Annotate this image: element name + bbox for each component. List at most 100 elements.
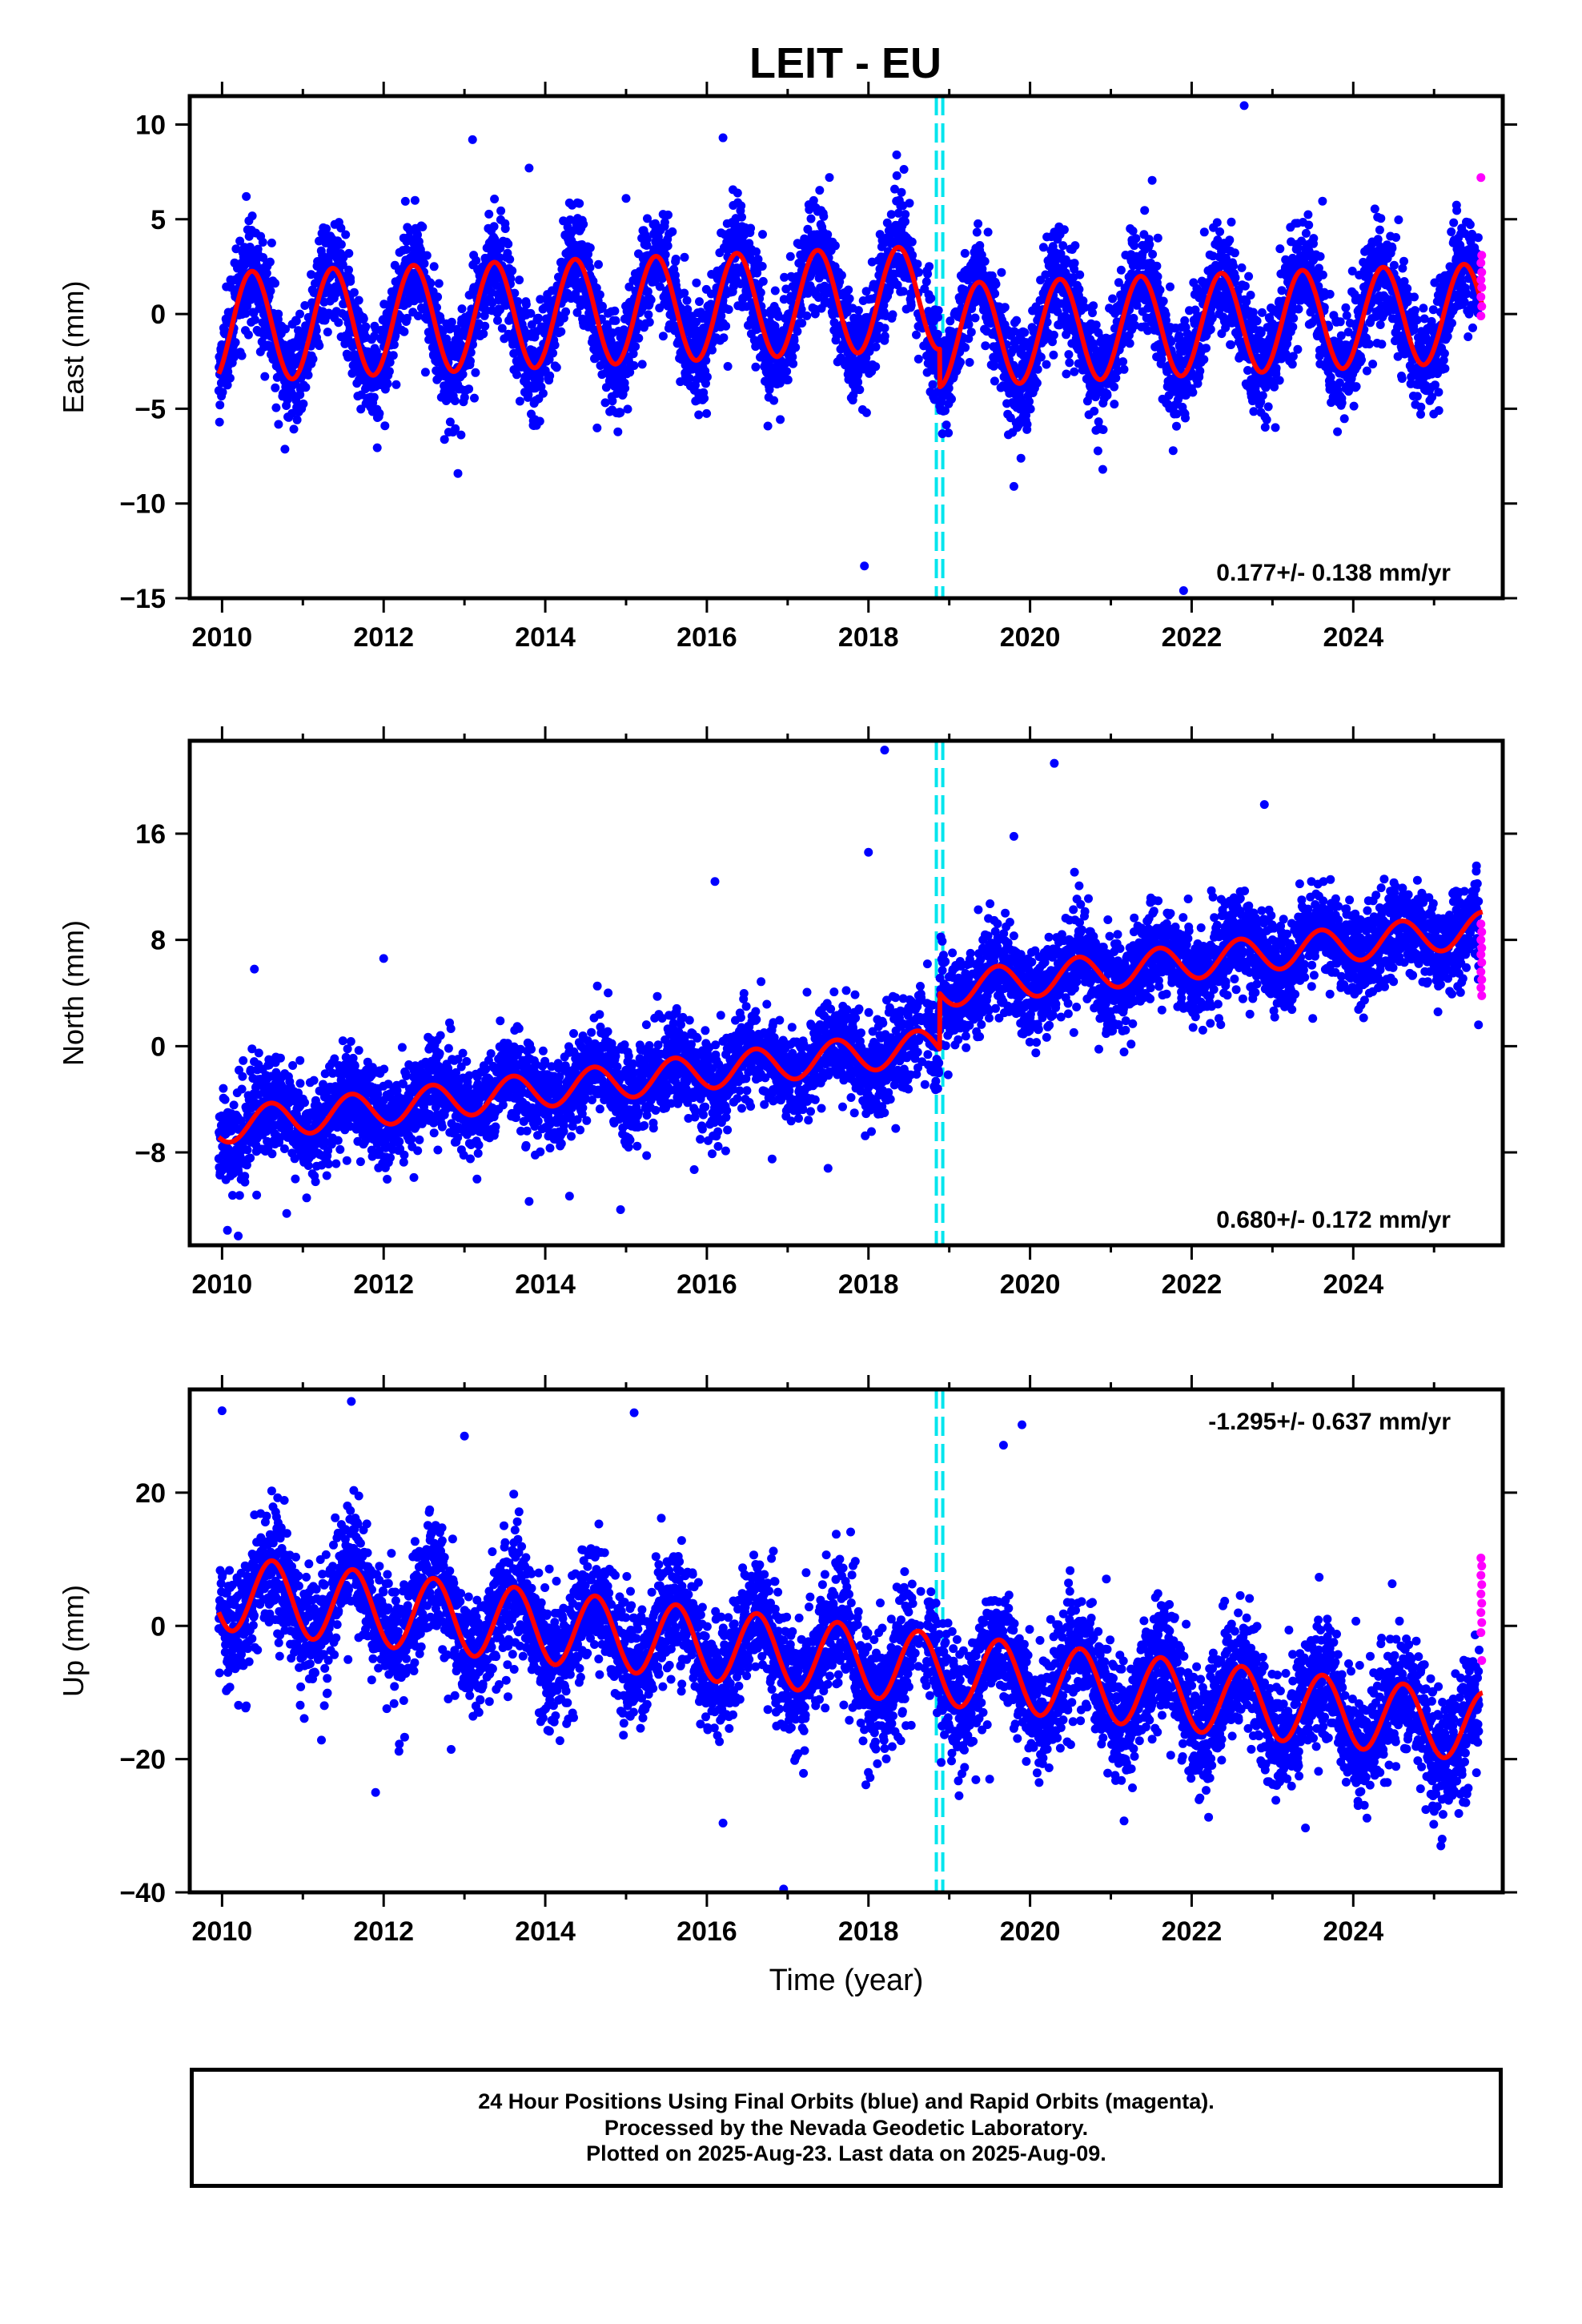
east-data-point — [464, 384, 474, 394]
east-final-orbit-points — [214, 101, 1484, 596]
east-data-point — [769, 396, 779, 405]
east-data-point — [1155, 285, 1165, 295]
east-data-point — [344, 265, 353, 275]
east-data-point — [493, 316, 502, 325]
east-data-point — [287, 408, 297, 418]
east-data-point — [702, 372, 712, 382]
east-data-point — [914, 267, 924, 277]
east-data-point — [361, 322, 371, 332]
east-data-point — [1260, 423, 1270, 432]
east-data-point — [524, 390, 533, 400]
east-data-point — [1275, 376, 1284, 385]
east-data-point — [587, 318, 596, 328]
east-data-point — [536, 295, 545, 304]
east-data-point — [402, 245, 412, 255]
east-data-point — [934, 306, 943, 316]
east-data-point — [359, 314, 368, 324]
east-data-point — [853, 377, 863, 387]
east-data-point — [830, 241, 840, 251]
east-data-point — [420, 259, 429, 268]
east-data-point — [789, 336, 799, 345]
east-data-point — [658, 332, 668, 341]
east-data-point — [534, 313, 544, 323]
east-data-point — [1049, 350, 1058, 360]
east-data-point — [1262, 415, 1271, 424]
east-data-point — [708, 345, 717, 355]
east-data-point — [472, 255, 481, 265]
east-data-point — [1065, 358, 1074, 368]
east-data-point — [966, 328, 976, 337]
east-data-point — [644, 317, 654, 327]
east-data-point — [508, 266, 517, 275]
east-data-point — [484, 209, 494, 219]
east-panel: 2010 2012 2014 2016 2018 2020 2022 20241050−5−1… — [57, 82, 1517, 653]
east-data-point — [1102, 391, 1112, 400]
east-data-point — [468, 340, 477, 349]
east-data-point — [271, 279, 279, 288]
east-data-point — [1199, 355, 1209, 364]
east-data-point — [429, 262, 439, 271]
east-data-point — [634, 333, 644, 343]
east-data-point — [433, 292, 443, 302]
east-data-point — [819, 211, 829, 221]
east-data-point — [598, 301, 607, 311]
east-data-point — [471, 368, 480, 377]
east-data-point — [1131, 234, 1141, 243]
east-data-point — [1145, 239, 1154, 249]
east-data-point — [271, 383, 280, 392]
east-data-point — [512, 370, 521, 380]
east-data-point — [694, 410, 704, 420]
east-data-point — [721, 321, 731, 331]
east-data-point — [572, 308, 582, 317]
east-data-point — [928, 380, 938, 389]
east-data-point — [788, 352, 797, 362]
east-data-point — [1038, 243, 1048, 252]
east-data-point — [497, 324, 507, 333]
east-data-point — [1022, 420, 1032, 429]
east-data-point — [460, 392, 469, 402]
east-data-point — [594, 259, 603, 269]
east-data-point — [391, 380, 401, 389]
east-data-point — [661, 250, 670, 259]
east-data-point — [500, 224, 510, 233]
east-data-point — [926, 294, 936, 303]
east-data-point — [489, 222, 499, 231]
east-data-point — [338, 260, 347, 270]
east-data-point — [960, 248, 970, 258]
east-data-point — [923, 269, 933, 279]
east-data-point — [1059, 225, 1069, 235]
east-data-point — [802, 311, 812, 320]
chart-title: LEIT - EU — [749, 39, 942, 87]
east-data-point — [871, 362, 881, 372]
east-data-point — [702, 408, 712, 418]
east-data-point — [545, 371, 555, 380]
east-data-point — [668, 227, 677, 236]
east-data-point — [892, 171, 901, 180]
east-data-point — [556, 327, 566, 336]
east-data-point — [356, 404, 366, 414]
east-data-point — [783, 375, 793, 384]
east-data-point — [389, 340, 399, 349]
east-data-point — [733, 188, 742, 198]
east-data-point — [700, 393, 709, 403]
east-data-point — [575, 199, 584, 208]
east-data-point — [1148, 250, 1158, 259]
east-data-point — [410, 195, 420, 205]
east-data-point — [1289, 313, 1299, 323]
east-data-point — [372, 443, 382, 452]
east-data-point — [1074, 284, 1084, 294]
east-data-point — [1020, 328, 1030, 337]
east-data-point — [559, 216, 568, 226]
east-data-point — [451, 424, 460, 433]
east-data-point — [1108, 294, 1118, 304]
east-data-point — [871, 342, 881, 352]
east-data-point — [855, 385, 865, 395]
east-data-point — [782, 367, 792, 376]
east-data-point — [426, 279, 436, 288]
east-data-point — [1152, 261, 1162, 271]
east-data-point — [231, 338, 240, 348]
east-data-point — [1025, 396, 1034, 406]
east-data-point — [897, 187, 906, 197]
east-data-point — [1271, 423, 1280, 432]
east-data-point — [281, 324, 290, 334]
